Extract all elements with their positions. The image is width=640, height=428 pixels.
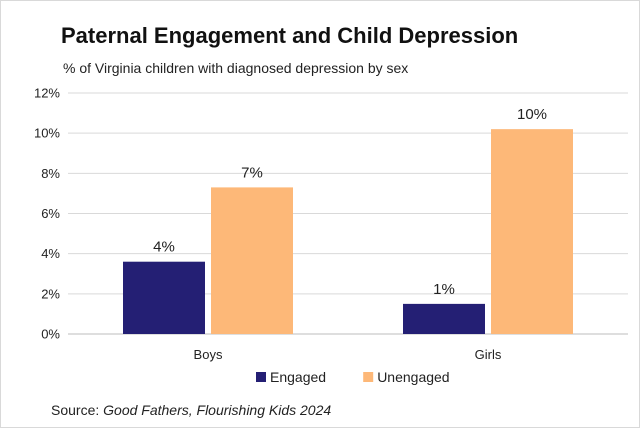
legend-swatch-engaged	[256, 372, 266, 382]
y-tick-label: 0%	[41, 327, 60, 342]
y-tick-label: 8%	[41, 166, 60, 181]
y-tick-label: 2%	[41, 286, 60, 301]
x-tick-label-boys: Boys	[194, 347, 223, 362]
y-tick-label: 12%	[34, 86, 60, 101]
source-title: Good Fathers, Flourishing Kids 2024	[103, 402, 332, 418]
chart-source: Source: Good Fathers, Flourishing Kids 2…	[51, 402, 331, 418]
data-label-girls-unengaged: 10%	[517, 106, 547, 123]
data-label-girls-engaged: 1%	[433, 281, 455, 298]
chart-subtitle: % of Virginia children with diagnosed de…	[63, 60, 409, 76]
legend-label-unengaged: Unengaged	[377, 369, 449, 385]
x-tick-label-girls: Girls	[475, 347, 502, 362]
bar-girls-unengaged	[491, 129, 573, 334]
chart-title: Paternal Engagement and Child Depression	[61, 23, 519, 48]
bar-boys-engaged	[123, 261, 205, 334]
source-prefix: Source:	[51, 402, 104, 418]
y-tick-label: 6%	[41, 206, 60, 221]
y-tick-label: 4%	[41, 246, 60, 261]
data-label-boys-engaged: 4%	[153, 239, 175, 256]
bar-boys-unengaged	[211, 187, 293, 334]
legend-label-engaged: Engaged	[270, 369, 326, 385]
legend-swatch-unengaged	[363, 372, 374, 382]
data-label-boys-unengaged: 7%	[241, 164, 263, 181]
y-tick-label: 10%	[34, 126, 60, 141]
bar-girls-engaged	[403, 303, 485, 334]
